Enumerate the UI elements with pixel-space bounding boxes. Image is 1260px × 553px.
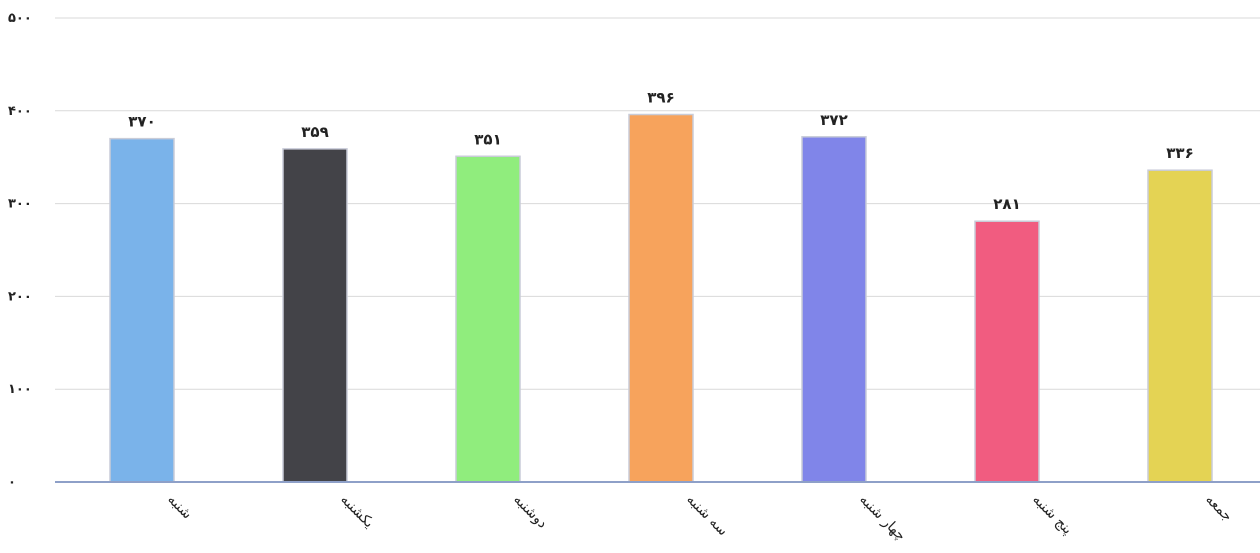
bar[interactable] bbox=[282, 148, 348, 483]
category-label: پنج شنبه bbox=[1029, 492, 1075, 538]
category-label: یکشنبه bbox=[337, 492, 377, 532]
data-label: ۳۹۶ bbox=[647, 89, 674, 107]
bar[interactable] bbox=[1147, 169, 1213, 483]
bar[interactable] bbox=[109, 137, 175, 483]
data-label: ۳۵۱ bbox=[474, 130, 501, 148]
y-tick-label: ۴۰۰ bbox=[8, 104, 32, 119]
y-tick-label: ۳۰۰ bbox=[8, 197, 32, 212]
category-label: سه شنبه bbox=[683, 492, 731, 540]
category-label: جمعه bbox=[1202, 492, 1235, 525]
bars bbox=[109, 113, 1213, 483]
bar[interactable] bbox=[455, 155, 521, 483]
bar[interactable] bbox=[801, 136, 867, 483]
data-label: ۳۷۲ bbox=[820, 111, 847, 129]
y-axis-ticks: ۰ ۱۰۰ ۲۰۰ ۳۰۰ ۴۰۰ ۵۰۰ bbox=[8, 11, 32, 490]
bar[interactable] bbox=[974, 220, 1040, 483]
category-label: چهار شنبه bbox=[856, 492, 909, 545]
x-axis-categories: شنبه یکشنبه دوشنبه سه شنبه چهار شنبه پنج شنبه… bbox=[164, 492, 1235, 545]
data-labels: ۳۷۰ ۳۵۹ ۳۵۱ ۳۹۶ ۳۷۲ ۲۸۱ ۳۳۶ bbox=[128, 89, 1193, 214]
data-label: ۳۳۶ bbox=[1166, 144, 1193, 162]
bar[interactable] bbox=[628, 113, 694, 483]
y-tick-label: ۰ bbox=[8, 475, 16, 490]
y-tick-label: ۱۰۰ bbox=[8, 382, 32, 397]
data-label: ۲۸۱ bbox=[993, 195, 1020, 213]
data-label: ۳۷۰ bbox=[128, 113, 155, 131]
category-label: شنبه bbox=[164, 492, 195, 523]
data-label: ۳۵۹ bbox=[301, 123, 328, 141]
y-tick-label: ۵۰۰ bbox=[8, 11, 32, 26]
category-label: دوشنبه bbox=[510, 492, 550, 532]
y-tick-label: ۲۰۰ bbox=[8, 289, 32, 304]
